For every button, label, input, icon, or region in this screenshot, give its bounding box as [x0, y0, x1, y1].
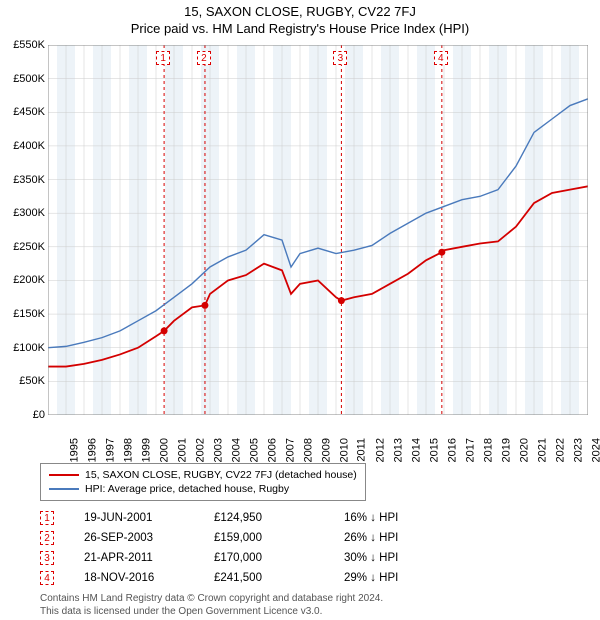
- chart-subtitle: Price paid vs. HM Land Registry's House …: [0, 19, 600, 36]
- x-axis-label: 2012: [374, 438, 386, 462]
- transaction-hpi: 26% ↓ HPI: [344, 532, 464, 544]
- transaction-hpi: 29% ↓ HPI: [344, 572, 464, 584]
- x-axis-label: 2013: [392, 438, 404, 462]
- x-axis-label: 2006: [266, 438, 278, 462]
- x-axis-label: 2001: [176, 438, 188, 462]
- transaction-date: 19-JUN-2001: [84, 512, 214, 524]
- legend-box: 15, SAXON CLOSE, RUGBY, CV22 7FJ (detach…: [40, 463, 366, 501]
- x-axis-label: 2000: [158, 438, 170, 462]
- x-axis-label: 1995: [68, 438, 80, 462]
- x-axis-label: 2019: [500, 438, 512, 462]
- transaction-date: 26-SEP-2003: [84, 532, 214, 544]
- x-axis-label: 2022: [554, 438, 566, 462]
- y-axis-label: £500K: [1, 73, 45, 85]
- transaction-hpi: 30% ↓ HPI: [344, 552, 464, 564]
- legend-label: HPI: Average price, detached house, Rugb…: [85, 483, 289, 495]
- transaction-row: 3 21-APR-2011£170,00030% ↓ HPI: [40, 548, 560, 568]
- transaction-price: £241,500: [214, 572, 344, 584]
- transaction-row: 2 26-SEP-2003£159,00026% ↓ HPI: [40, 528, 560, 548]
- transaction-hpi: 16% ↓ HPI: [344, 512, 464, 524]
- transaction-marker: 3: [40, 551, 54, 565]
- x-axis-label: 2020: [518, 438, 530, 462]
- transaction-price: £159,000: [214, 532, 344, 544]
- chart-marker-3: 3: [333, 51, 347, 65]
- footer-line-1: Contains HM Land Registry data © Crown c…: [40, 593, 383, 606]
- transaction-marker: 1: [40, 511, 54, 525]
- x-axis-label: 2008: [302, 438, 314, 462]
- footer-attribution: Contains HM Land Registry data © Crown c…: [40, 593, 383, 618]
- transaction-row: 4 18-NOV-2016£241,50029% ↓ HPI: [40, 568, 560, 588]
- legend-row: HPI: Average price, detached house, Rugb…: [49, 482, 357, 496]
- y-axis-label: £0: [1, 409, 45, 421]
- x-axis-label: 2014: [410, 438, 422, 462]
- x-axis-label: 2003: [212, 438, 224, 462]
- x-axis-label: 2002: [194, 438, 206, 462]
- footer-line-2: This data is licensed under the Open Gov…: [40, 606, 383, 619]
- chart-area: £0£50K£100K£150K£200K£250K£300K£350K£400…: [48, 45, 588, 415]
- chart-marker-4: 4: [434, 51, 448, 65]
- transaction-marker: 2: [40, 531, 54, 545]
- x-axis-label: 2004: [230, 438, 242, 462]
- chart-svg: [48, 45, 588, 415]
- transaction-price: £170,000: [214, 552, 344, 564]
- x-axis-label: 1997: [104, 438, 116, 462]
- legend-swatch: [49, 474, 79, 476]
- transaction-date: 18-NOV-2016: [84, 572, 214, 584]
- x-axis-label: 2011: [356, 438, 368, 462]
- y-axis-label: £350K: [1, 174, 45, 186]
- x-axis-label: 2017: [464, 438, 476, 462]
- chart-title: 15, SAXON CLOSE, RUGBY, CV22 7FJ: [0, 0, 600, 19]
- x-axis-label: 2023: [572, 438, 584, 462]
- chart-marker-1: 1: [156, 51, 170, 65]
- transaction-date: 21-APR-2011: [84, 552, 214, 564]
- x-axis-label: 2018: [482, 438, 494, 462]
- y-axis-label: £250K: [1, 241, 45, 253]
- y-axis-label: £300K: [1, 207, 45, 219]
- x-axis-label: 1999: [140, 438, 152, 462]
- y-axis-label: £550K: [1, 39, 45, 51]
- x-axis-label: 2005: [248, 438, 260, 462]
- legend-swatch: [49, 488, 79, 489]
- transaction-table: 1 19-JUN-2001£124,95016% ↓ HPI 2 26-SEP-200…: [40, 508, 560, 588]
- y-axis-label: £450K: [1, 106, 45, 118]
- legend-row: 15, SAXON CLOSE, RUGBY, CV22 7FJ (detach…: [49, 468, 357, 482]
- y-axis-label: £150K: [1, 308, 45, 320]
- transaction-price: £124,950: [214, 512, 344, 524]
- x-axis-label: 2007: [284, 438, 296, 462]
- transaction-marker: 4: [40, 571, 54, 585]
- x-axis-label: 2024: [590, 438, 600, 462]
- x-axis-label: 2010: [338, 438, 350, 462]
- chart-marker-2: 2: [197, 51, 211, 65]
- legend-label: 15, SAXON CLOSE, RUGBY, CV22 7FJ (detach…: [85, 469, 357, 481]
- y-axis-label: £400K: [1, 140, 45, 152]
- x-axis-label: 2021: [536, 438, 548, 462]
- main-container: 15, SAXON CLOSE, RUGBY, CV22 7FJ Price p…: [0, 0, 600, 620]
- x-axis-label: 2016: [446, 438, 458, 462]
- x-axis-label: 2015: [428, 438, 440, 462]
- y-axis-label: £50K: [1, 375, 45, 387]
- y-axis-label: £100K: [1, 342, 45, 354]
- x-axis-label: 1998: [122, 438, 134, 462]
- x-axis-label: 1996: [86, 438, 98, 462]
- x-axis-label: 2009: [320, 438, 332, 462]
- y-axis-label: £200K: [1, 274, 45, 286]
- transaction-row: 1 19-JUN-2001£124,95016% ↓ HPI: [40, 508, 560, 528]
